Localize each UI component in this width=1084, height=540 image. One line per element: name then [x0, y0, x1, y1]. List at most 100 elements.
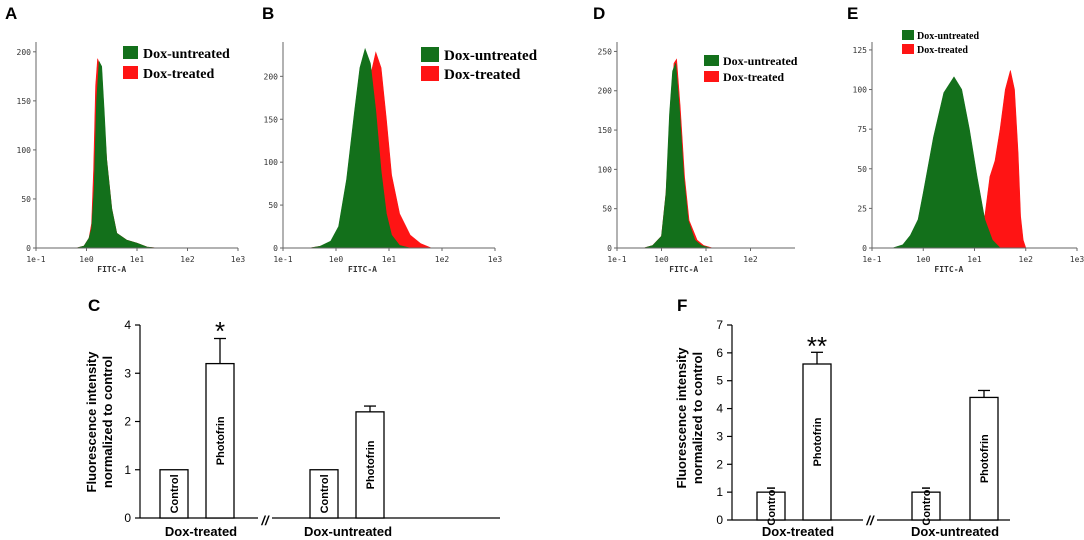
bar-y-tick-label-c-3: 3: [124, 366, 131, 380]
bar-label-c-1: Photofrin: [215, 416, 227, 465]
bar-y-tick-label-c-2: 2: [124, 415, 131, 429]
bar-y-tick-label-f-7: 7: [716, 318, 723, 332]
y-tick-label-e-1: 25: [857, 204, 867, 213]
legend-swatch-treated-b: [421, 66, 439, 81]
axis-break-c: //: [260, 513, 270, 528]
legend-label-untreated-b: Dox-untreated: [444, 48, 538, 64]
y-tick-label-b-1: 50: [268, 201, 278, 210]
bar-label-c-0: Control: [169, 474, 181, 513]
x-tick-label-e-4: 1e3: [1070, 255, 1084, 264]
legend-label-treated-d: Dox-treated: [723, 70, 784, 84]
x-tick-label-b-2: 1e1: [382, 255, 397, 264]
x-tick-label-a-3: 1e2: [180, 255, 195, 264]
y-tick-label-b-3: 150: [264, 115, 279, 124]
panel-letter-c: C: [88, 296, 100, 315]
y-tick-label-a-4: 200: [17, 48, 32, 57]
legend-label-treated-a: Dox-treated: [143, 67, 214, 82]
bar-y-tick-label-f-5: 5: [716, 374, 723, 388]
bar-label-f-2: Control: [921, 487, 933, 526]
y-tick-label-d-2: 100: [598, 165, 613, 174]
y-tick-label-e-4: 100: [853, 86, 868, 95]
x-tick-label-e-3: 1e2: [1019, 255, 1034, 264]
y-tick-label-a-3: 150: [17, 97, 32, 106]
legend-swatch-treated-d: [704, 71, 719, 82]
bar-y-tick-label-f-4: 4: [716, 402, 723, 416]
histogram-plot-d: 0 50 100 150 200 250 1e-1 1e0 1e1 1e2 FITC-A: [598, 42, 795, 274]
bar-f-1: [802, 363, 832, 521]
x-tick-label-e-2: 1e1: [967, 255, 982, 264]
bar-panel-c: C Fluorescence intensity normalized to c…: [84, 296, 500, 539]
legend-label-treated-e: Dox-treated: [917, 45, 968, 56]
histogram-plot-a: 0 50 100 150 200 1e-1 1e0 1e1 1e2 1e3 FITC-A: [17, 42, 246, 274]
legend-swatch-treated-e: [902, 44, 914, 54]
panel-letter-f: F: [677, 296, 687, 315]
bar-y-tick-label-c-4: 4: [124, 318, 131, 332]
legend-swatch-untreated-a: [123, 46, 138, 59]
legend-swatch-treated-a: [123, 66, 138, 79]
legend-swatch-untreated-d: [704, 55, 719, 66]
x-tick-label-a-1: 1e0: [79, 255, 94, 264]
bar-c-0: [159, 469, 189, 519]
x-tick-label-d-0: 1e-1: [607, 255, 626, 264]
panel-letter-b: B: [262, 4, 274, 23]
y-tick-label-e-2: 50: [857, 165, 867, 174]
hist-area-untreated-d: [617, 63, 711, 249]
bar-plot-f: 0 1 2 3 4 5 6 7 Control Photofrin Control Photofrin…: [716, 318, 1010, 527]
x-tick-label-e-0: 1e-1: [862, 255, 881, 264]
y-tick-label-a-2: 100: [17, 146, 32, 155]
significance-marker-f: **: [807, 331, 827, 361]
x-tick-label-d-2: 1e1: [699, 255, 714, 264]
panel-letter-a: A: [5, 4, 17, 23]
histogram-plot-e: 0 25 50 75 100 125 1e-1 1e0 1e1 1e2 1e3 FITC-A: [853, 42, 1084, 274]
bar-label-f-3: Photofrin: [979, 434, 991, 483]
bar-f-0: [756, 491, 786, 521]
y-tick-label-a-1: 50: [21, 195, 31, 204]
group-label-treated-f: Dox-treated: [762, 524, 834, 539]
x-tick-label-e-1: 1e0: [916, 255, 931, 264]
y-tick-label-d-3: 150: [598, 126, 613, 135]
histogram-panel-d: D 0 50 100 150 200 250 1e-1 1e0 1e1 1e2 FITC-A Dox…: [593, 4, 798, 274]
y-tick-label-e-5: 125: [853, 46, 868, 55]
bar-c-3: [355, 411, 385, 519]
legend-swatch-untreated-e: [902, 30, 914, 40]
bar-y-tick-label-c-1: 1: [124, 463, 131, 477]
bar-y-tick-label-f-3: 3: [716, 429, 723, 443]
legend-label-untreated-e: Dox-untreated: [917, 31, 979, 42]
histogram-panel-b: B 0 50 100 150 200 1e-1 1e0 1e1 1e2 1e3 FITC-A Dox…: [262, 4, 538, 274]
x-tick-label-b-3: 1e2: [435, 255, 450, 264]
bar-y-tick-label-f-6: 6: [716, 346, 723, 360]
bar-panel-f: F Fluorescence intensity normalized to c…: [674, 296, 1010, 539]
panel-letter-e: E: [847, 4, 858, 23]
bar-f-3: [969, 396, 999, 521]
bar-y-tick-label-c-0: 0: [124, 511, 131, 525]
bar-label-c-3: Photofrin: [365, 440, 377, 489]
y-tick-label-e-3: 75: [857, 125, 867, 134]
y-axis-label-line1-c: Fluorescence intensity: [84, 351, 99, 493]
legend-swatch-untreated-b: [421, 47, 439, 62]
y-tick-label-e-0: 0: [862, 244, 867, 253]
bar-label-c-2: Control: [319, 474, 331, 513]
y-tick-label-a-0: 0: [26, 244, 31, 253]
hist-area-untreated-a: [36, 60, 158, 249]
y-tick-label-b-0: 0: [273, 244, 278, 253]
group-label-untreated-f: Dox-untreated: [911, 524, 999, 539]
x-tick-label-d-3: 1e2: [743, 255, 758, 264]
hist-area-treated-e: [872, 70, 1027, 249]
x-axis-label-d: FITC-A: [669, 265, 698, 274]
axis-break-f: //: [865, 513, 875, 528]
bar-y-tick-label-f-0: 0: [716, 513, 723, 527]
legend-label-untreated-d: Dox-untreated: [723, 54, 798, 68]
significance-marker-c: *: [215, 316, 225, 346]
x-axis-label-a: FITC-A: [97, 265, 126, 274]
y-tick-label-d-4: 200: [598, 87, 613, 96]
x-tick-label-b-1: 1e0: [329, 255, 344, 264]
group-label-treated-c: Dox-treated: [165, 524, 237, 539]
bar-y-tick-label-f-1: 1: [716, 485, 723, 499]
y-tick-label-d-1: 50: [602, 205, 612, 214]
histogram-plot-b: 0 50 100 150 200 1e-1 1e0 1e1 1e2 1e3 FITC-A: [264, 42, 502, 274]
legend-label-treated-b: Dox-treated: [444, 67, 521, 83]
x-axis-label-b: FITC-A: [348, 265, 377, 274]
bar-c-1: [205, 362, 235, 519]
hist-area-untreated-b: [283, 47, 411, 249]
x-tick-label-a-4: 1e3: [231, 255, 246, 264]
